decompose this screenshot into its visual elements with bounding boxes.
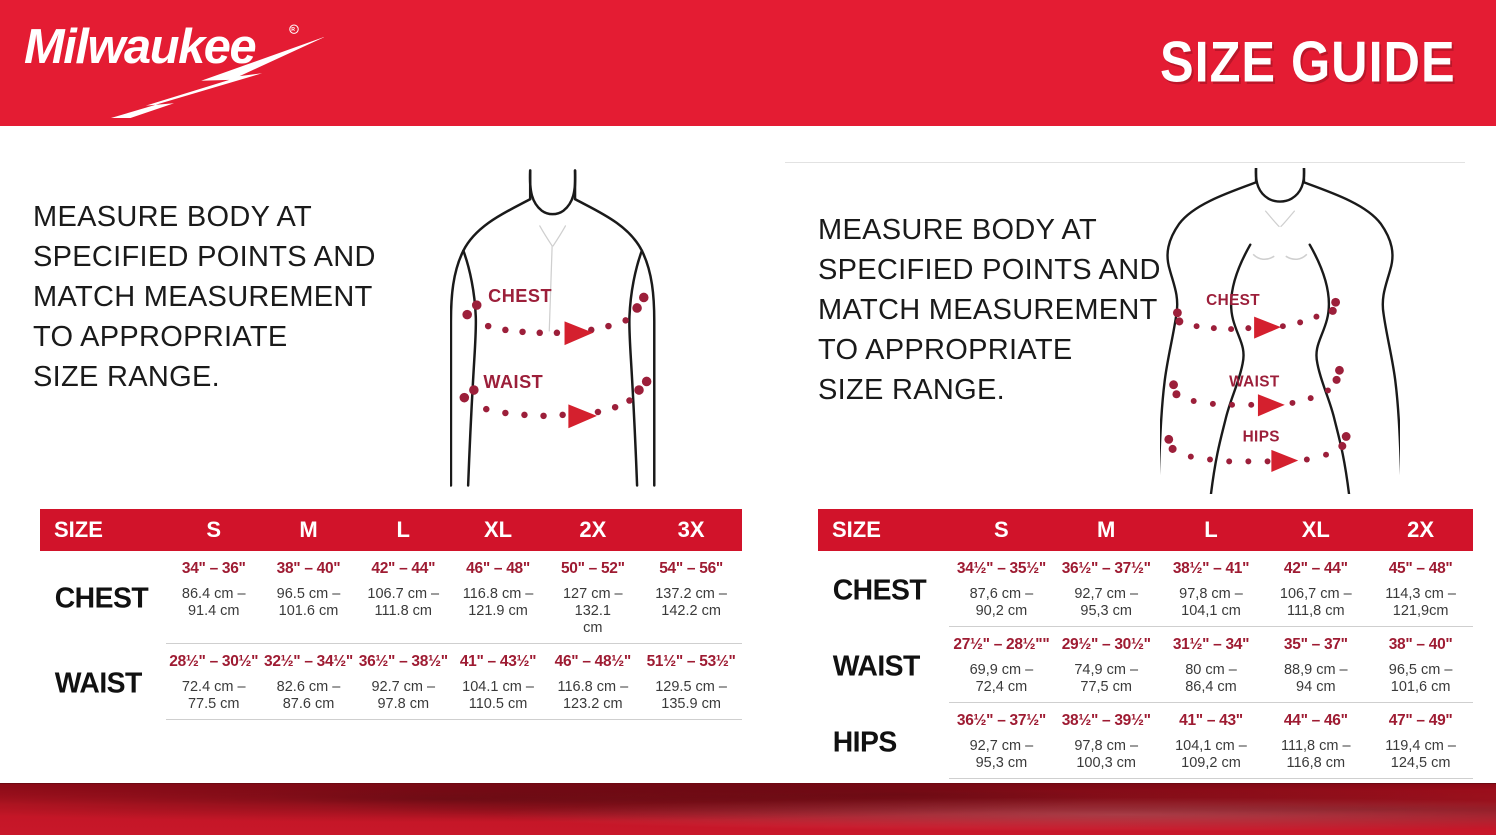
svg-text:HIPS: HIPS bbox=[1243, 428, 1280, 445]
svg-text:WAIST: WAIST bbox=[1229, 374, 1280, 391]
svg-text:CHEST: CHEST bbox=[488, 286, 552, 306]
svg-text:CHEST: CHEST bbox=[1206, 292, 1260, 309]
svg-text:R: R bbox=[291, 27, 295, 33]
svg-text:Milwaukee: Milwaukee bbox=[24, 20, 255, 74]
svg-text:WAIST: WAIST bbox=[483, 372, 543, 392]
